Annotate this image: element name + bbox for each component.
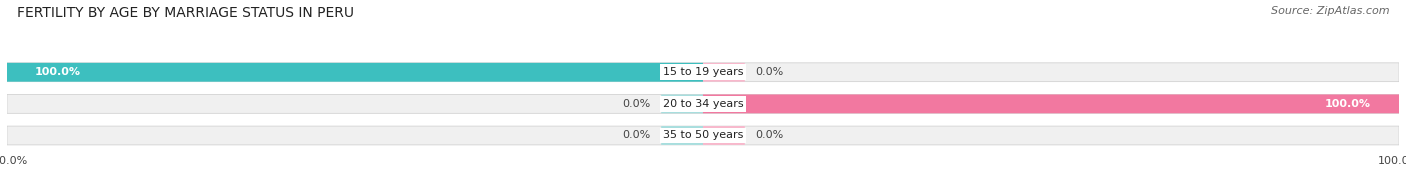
FancyBboxPatch shape: [661, 126, 703, 145]
FancyBboxPatch shape: [7, 126, 1399, 145]
FancyBboxPatch shape: [7, 63, 1399, 82]
Text: 0.0%: 0.0%: [755, 131, 783, 141]
Text: Source: ZipAtlas.com: Source: ZipAtlas.com: [1271, 6, 1389, 16]
FancyBboxPatch shape: [661, 94, 703, 113]
FancyBboxPatch shape: [7, 94, 1399, 113]
FancyBboxPatch shape: [703, 94, 1399, 113]
Text: 0.0%: 0.0%: [623, 99, 651, 109]
FancyBboxPatch shape: [703, 63, 745, 82]
Text: 35 to 50 years: 35 to 50 years: [662, 131, 744, 141]
Text: 100.0%: 100.0%: [35, 67, 82, 77]
FancyBboxPatch shape: [7, 63, 703, 82]
Text: 15 to 19 years: 15 to 19 years: [662, 67, 744, 77]
Text: 0.0%: 0.0%: [623, 131, 651, 141]
Text: FERTILITY BY AGE BY MARRIAGE STATUS IN PERU: FERTILITY BY AGE BY MARRIAGE STATUS IN P…: [17, 6, 354, 20]
Text: 100.0%: 100.0%: [1324, 99, 1371, 109]
FancyBboxPatch shape: [703, 126, 745, 145]
Text: 0.0%: 0.0%: [755, 67, 783, 77]
Text: 20 to 34 years: 20 to 34 years: [662, 99, 744, 109]
